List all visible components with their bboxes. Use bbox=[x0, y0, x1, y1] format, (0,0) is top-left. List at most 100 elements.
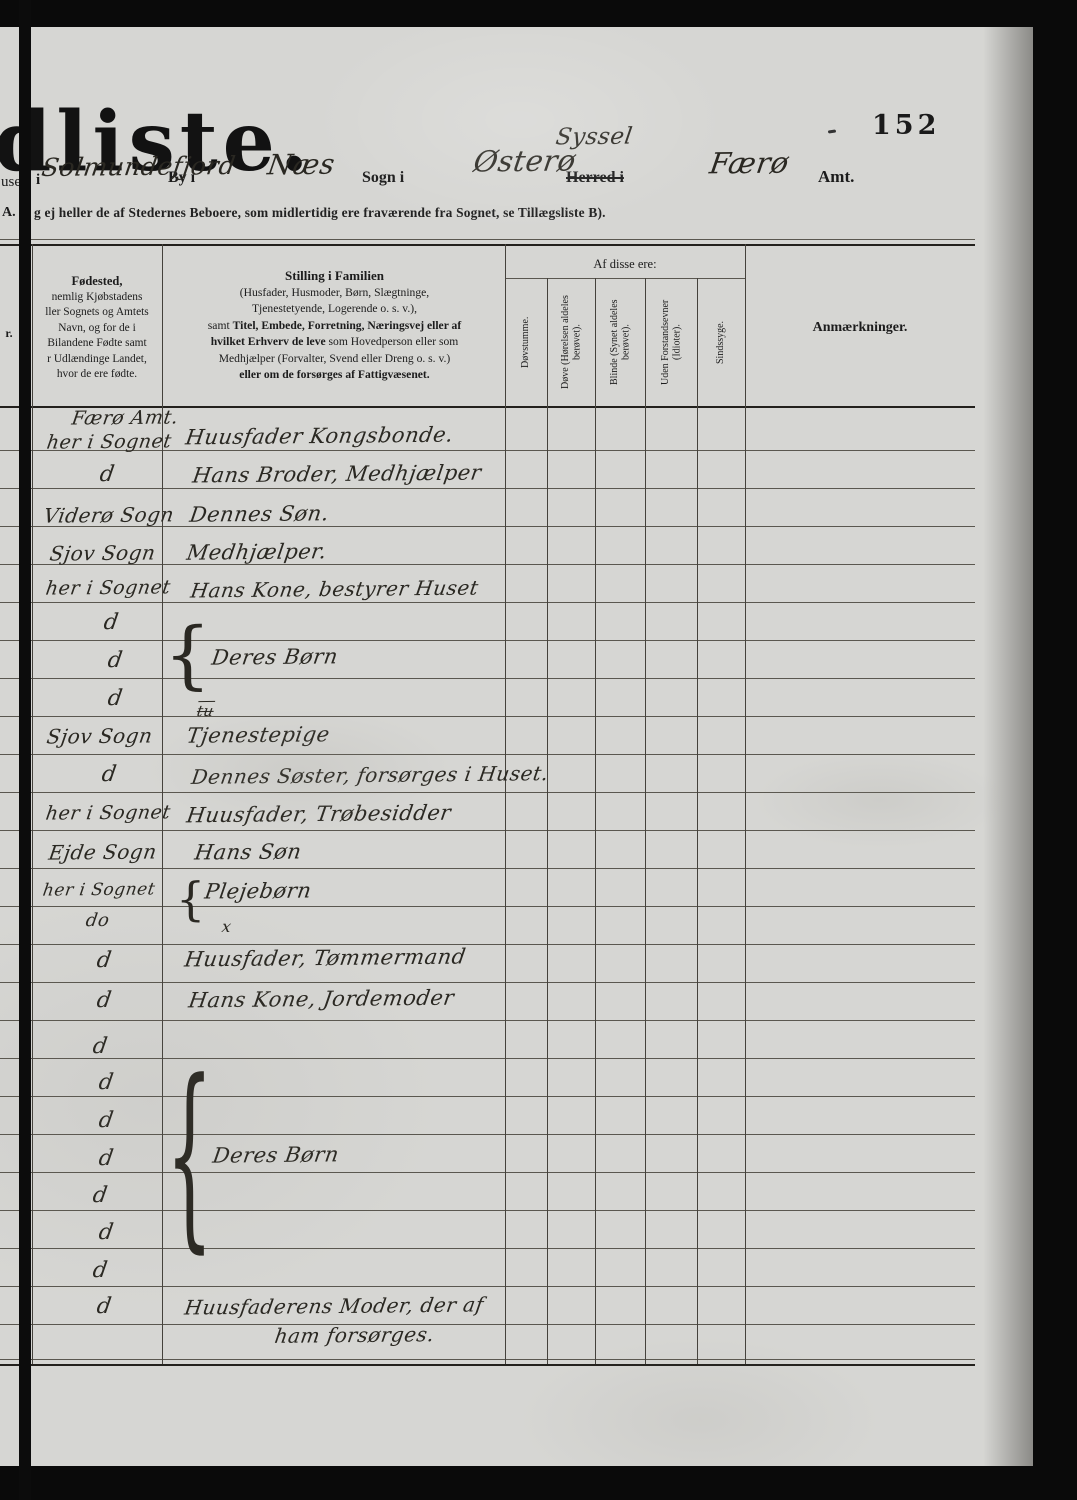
entry-birthplace: Ejde Sogn bbox=[47, 839, 159, 865]
table-column-line bbox=[505, 244, 506, 1364]
cutoff-word-huse: use bbox=[1, 174, 21, 190]
position-line-part: Titel, Embede, Forretning, Næringsvej el… bbox=[232, 318, 462, 332]
handwritten-parish: Næs bbox=[265, 147, 338, 182]
label-by-i: By i bbox=[168, 169, 196, 186]
entry-position: Hans Kone, Jordemoder bbox=[187, 985, 456, 1013]
ink-speck bbox=[827, 129, 837, 134]
entry-birthplace: her i Sognet bbox=[41, 879, 157, 901]
entry-position-continued: ham forsørges. bbox=[273, 1322, 437, 1348]
entry-position-children: Deres Børn bbox=[210, 644, 340, 670]
entry-birthplace: her i Sognet bbox=[44, 576, 173, 600]
column-group-header-of-these-are: Af disse ere: bbox=[593, 257, 657, 271]
birthplace-line: nemlig Kjøbstadens bbox=[51, 290, 143, 303]
entry-birthplace-ditto: d bbox=[106, 647, 125, 674]
idiots-label: Uden Forstandsevner (Idioter). bbox=[659, 299, 683, 385]
entry-birthplace-ditto: d bbox=[106, 685, 125, 712]
entry-birthplace-ditto: d bbox=[91, 1182, 110, 1209]
table-rule-line bbox=[0, 602, 975, 603]
label-sogn-i: Sogn i bbox=[362, 169, 405, 186]
label-amt: Amt. bbox=[818, 167, 855, 186]
table-rule-line bbox=[0, 1248, 975, 1249]
entry-position: Hans Broder, Medhjælper bbox=[190, 460, 484, 488]
entry-birthplace-ditto: d bbox=[95, 947, 114, 974]
table-rule-line bbox=[0, 1324, 975, 1325]
note-line-text: g ej heller de af Stedernes Beboere, som… bbox=[34, 205, 606, 220]
column-header-deaf: Døve (Hørelsen aldeles berøvet). bbox=[547, 280, 595, 404]
deaf-label: Døve (Hørelsen aldeles berøvet). bbox=[559, 295, 583, 389]
table-rule-line bbox=[0, 1134, 975, 1135]
blind-label: Blinde (Synet aldeles berøvet). bbox=[608, 299, 632, 385]
entry-position-foster-children: Plejebørn bbox=[203, 878, 314, 904]
table-rule-line bbox=[0, 1364, 975, 1366]
entry-birthplace-ditto: d bbox=[102, 609, 121, 636]
column-header-idiots: Uden Forstandsevner (Idioter). bbox=[645, 280, 697, 404]
entry-birthplace: her i Sognet bbox=[45, 430, 174, 454]
table-rule-line bbox=[0, 830, 975, 831]
position-line: (Husfader, Husmoder, Børn, Slægtninge, bbox=[239, 285, 430, 299]
birthplace-line: r Udlændinge Landet, bbox=[47, 352, 147, 365]
column-header-remarks: Anmærkninger. bbox=[812, 320, 908, 335]
entry-birthplace-ditto: d bbox=[98, 461, 117, 488]
birthplace-title: Fødested, bbox=[71, 274, 123, 288]
entry-position: Huusfaderens Moder, der af bbox=[182, 1292, 486, 1320]
entry-birthplace-ditto: do bbox=[84, 909, 111, 932]
entry-position-children: Deres Børn bbox=[211, 1142, 341, 1168]
table-rule-line bbox=[0, 1210, 975, 1211]
table-rule-line bbox=[0, 488, 975, 489]
table-rule-line bbox=[505, 278, 745, 279]
entry-birthplace-amt-heading: Færø Amt. bbox=[70, 406, 180, 430]
position-line-part: som Hovedperson eller som bbox=[325, 335, 459, 348]
column-header-blind: Blinde (Synet aldeles berøvet). bbox=[595, 280, 645, 404]
table-rule-line bbox=[0, 244, 975, 246]
insane-label: Sindssyge. bbox=[715, 320, 727, 364]
table-rule-line bbox=[0, 678, 975, 679]
table-rule-line bbox=[0, 906, 975, 907]
table-column-line bbox=[645, 278, 646, 1364]
table-rule-line bbox=[0, 792, 975, 793]
entry-position: Dennes Søster, forsørges i Huset. bbox=[189, 761, 551, 789]
entry-birthplace: Sjov Sogn bbox=[48, 540, 158, 566]
table-rule-line bbox=[0, 1096, 975, 1097]
position-title: Stilling i Familien bbox=[285, 268, 384, 283]
grouping-brace: { bbox=[164, 612, 212, 698]
scan-edge-right bbox=[1033, 0, 1077, 1500]
table-rule-line bbox=[0, 450, 975, 451]
table-rule-line bbox=[0, 1286, 975, 1287]
table-rule-line bbox=[0, 406, 975, 408]
table-rule-line bbox=[0, 716, 975, 717]
note-prefix-a: A. bbox=[2, 205, 16, 220]
cutoff-column-header: r. bbox=[5, 326, 13, 340]
grouping-brace: { bbox=[176, 872, 206, 926]
entry-birthplace-ditto: d bbox=[100, 761, 119, 788]
deaf-mute-label: Døvstumme. bbox=[520, 316, 532, 368]
position-line: samt Titel, Embede, Forretning, Næringsv… bbox=[166, 318, 503, 335]
table-rule-line bbox=[0, 1172, 975, 1173]
table-column-line bbox=[697, 278, 698, 1364]
table-rule-line bbox=[0, 239, 975, 240]
position-line: eller om de forsørges af Fattigvæsenet. bbox=[239, 368, 430, 381]
position-line-part: samt bbox=[207, 318, 233, 332]
entry-position: Huusfader Kongsbonde. bbox=[184, 422, 456, 450]
table-rule-line bbox=[0, 564, 975, 565]
table-rule-line bbox=[0, 982, 975, 983]
entry-birthplace: Sjov Sogn bbox=[45, 723, 155, 749]
entry-position: Tjenestepige bbox=[185, 722, 332, 748]
entry-position: Hans Søn bbox=[193, 839, 304, 865]
scan-edge-bottom bbox=[0, 1466, 1077, 1500]
position-line: hvilket Erhverv de leve som Hovedperson … bbox=[166, 334, 503, 351]
grouping-brace-large: { bbox=[166, 1039, 214, 1272]
table-column-line bbox=[32, 244, 33, 1364]
table-column-line bbox=[745, 244, 746, 1364]
entry-position: Medhjælper. bbox=[185, 539, 329, 565]
position-line-part: hvilket Erhverv de leve bbox=[210, 335, 326, 348]
birthplace-line: hvor de ere fødte. bbox=[56, 368, 138, 380]
handwritten-syssel-correction: Syssel bbox=[554, 123, 635, 151]
entry-birthplace-ditto: d bbox=[91, 1257, 110, 1284]
position-line: Tjenestetyende, Logerende o. s. v.), bbox=[251, 302, 418, 315]
birthplace-line: ller Sognets og Amtets bbox=[45, 306, 149, 318]
entry-birthplace-ditto: d bbox=[95, 987, 114, 1014]
page-number: 152 bbox=[872, 110, 941, 141]
entry-birthplace-ditto: d bbox=[97, 1219, 116, 1246]
table-rule-line bbox=[0, 944, 975, 945]
